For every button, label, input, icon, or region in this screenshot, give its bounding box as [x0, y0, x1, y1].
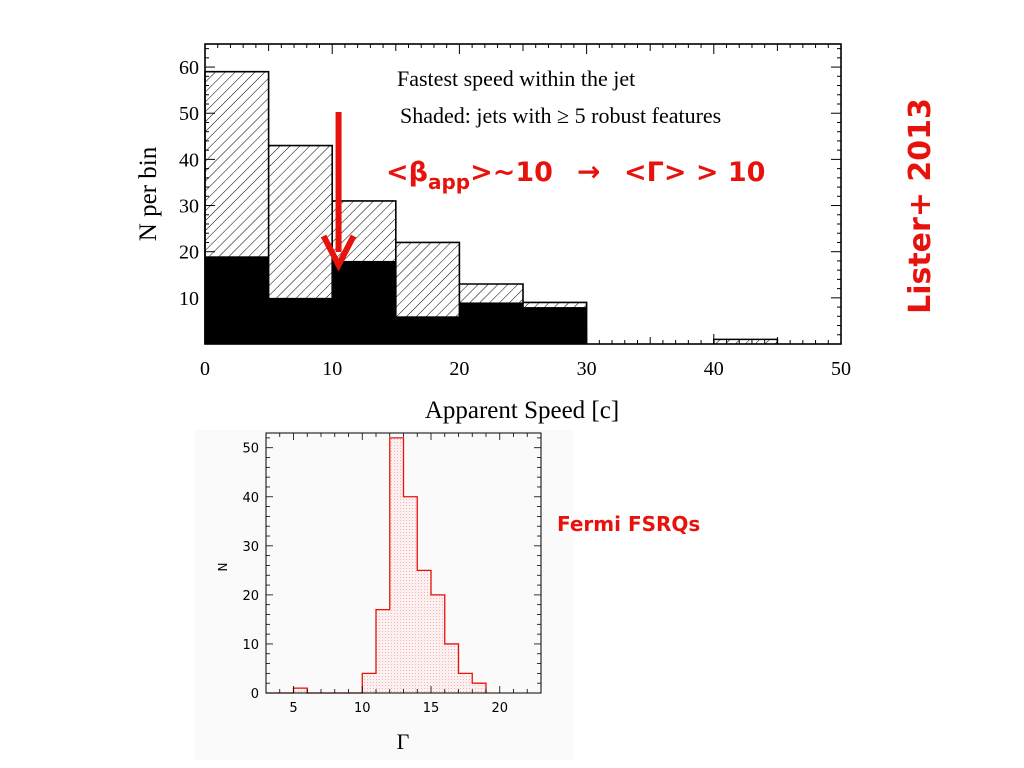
y-tick-label: 40	[179, 149, 199, 171]
x-tick-label: 50	[831, 358, 851, 380]
histogram-bar	[431, 594, 445, 693]
x-tick-label: 40	[704, 358, 724, 380]
bottom-y-axis-label: N	[216, 563, 230, 572]
bottom-histogram: 5 10 15 20 0 10 20 30 40 50 Γ N	[216, 432, 542, 754]
x-tick-label: 0	[200, 358, 210, 380]
histogram-bar	[472, 683, 486, 693]
y-tick-label: 10	[242, 638, 259, 653]
gamma-annotation: <Γ> > 10	[624, 157, 765, 188]
red-down-arrow	[320, 112, 357, 272]
top-axis-ticks: 0 10 20 30 40 50 10 20 30 40 50 60	[179, 44, 851, 380]
beta-annotation: <βapp>~10	[386, 157, 553, 194]
y-tick-label: 0	[251, 687, 259, 702]
filled-bar	[332, 260, 396, 344]
top-x-axis-label: Apparent Speed [c]	[425, 397, 619, 424]
top-y-axis-label: N per bin	[135, 146, 162, 241]
y-tick-label: 30	[179, 196, 199, 218]
x-tick-label: 5	[289, 701, 297, 716]
y-tick-label: 20	[179, 242, 199, 264]
implies-arrow: →	[577, 155, 600, 188]
top-histogram: 0 10 20 30 40 50 10 20 30 40 50 60 Fastest speed wi…	[135, 43, 851, 424]
y-tick-label: 40	[242, 491, 259, 506]
filled-bar	[523, 307, 587, 344]
histogram-bar	[403, 496, 418, 693]
x-tick-label: 20	[491, 701, 508, 716]
y-tick-label: 10	[179, 288, 199, 310]
x-tick-label: 15	[423, 701, 440, 716]
bottom-x-axis-label: Γ	[397, 729, 410, 754]
y-tick-label: 20	[242, 589, 259, 604]
bottom-axis-ticks: 5 10 15 20 0 10 20 30 40 50	[242, 433, 541, 716]
top-bars	[204, 70, 779, 344]
filled-bar	[205, 256, 269, 344]
fermi-fsrqs-label: Fermi FSRQs	[557, 512, 700, 536]
x-tick-label: 10	[322, 358, 342, 380]
x-tick-label: 10	[354, 701, 371, 716]
histogram-bar	[376, 609, 390, 693]
lister-2013-label: Lister+ 2013	[903, 98, 938, 314]
hatched-outline	[204, 70, 779, 344]
hatched-bar	[713, 339, 778, 344]
x-tick-label: 30	[577, 358, 597, 380]
histogram-bar	[389, 437, 404, 693]
bottom-bars	[266, 437, 487, 694]
histogram-bar	[417, 570, 431, 693]
histogram-bar	[444, 643, 459, 693]
histogram-bar	[293, 688, 308, 693]
histogram-bar	[362, 673, 376, 693]
annotation-line2: Shaded: jets with ≥ 5 robust features	[400, 103, 721, 128]
histogram-bar	[458, 673, 473, 693]
y-tick-label: 50	[179, 103, 199, 125]
filled-bar	[395, 316, 460, 344]
y-tick-label: 60	[179, 57, 199, 79]
y-tick-label: 50	[242, 442, 259, 457]
filled-bar	[459, 302, 523, 344]
y-tick-label: 30	[242, 540, 259, 555]
annotation-line1: Fastest speed within the jet	[397, 66, 635, 91]
x-tick-label: 20	[449, 358, 469, 380]
bottom-figure-background	[195, 430, 573, 760]
filled-bar	[268, 297, 333, 344]
